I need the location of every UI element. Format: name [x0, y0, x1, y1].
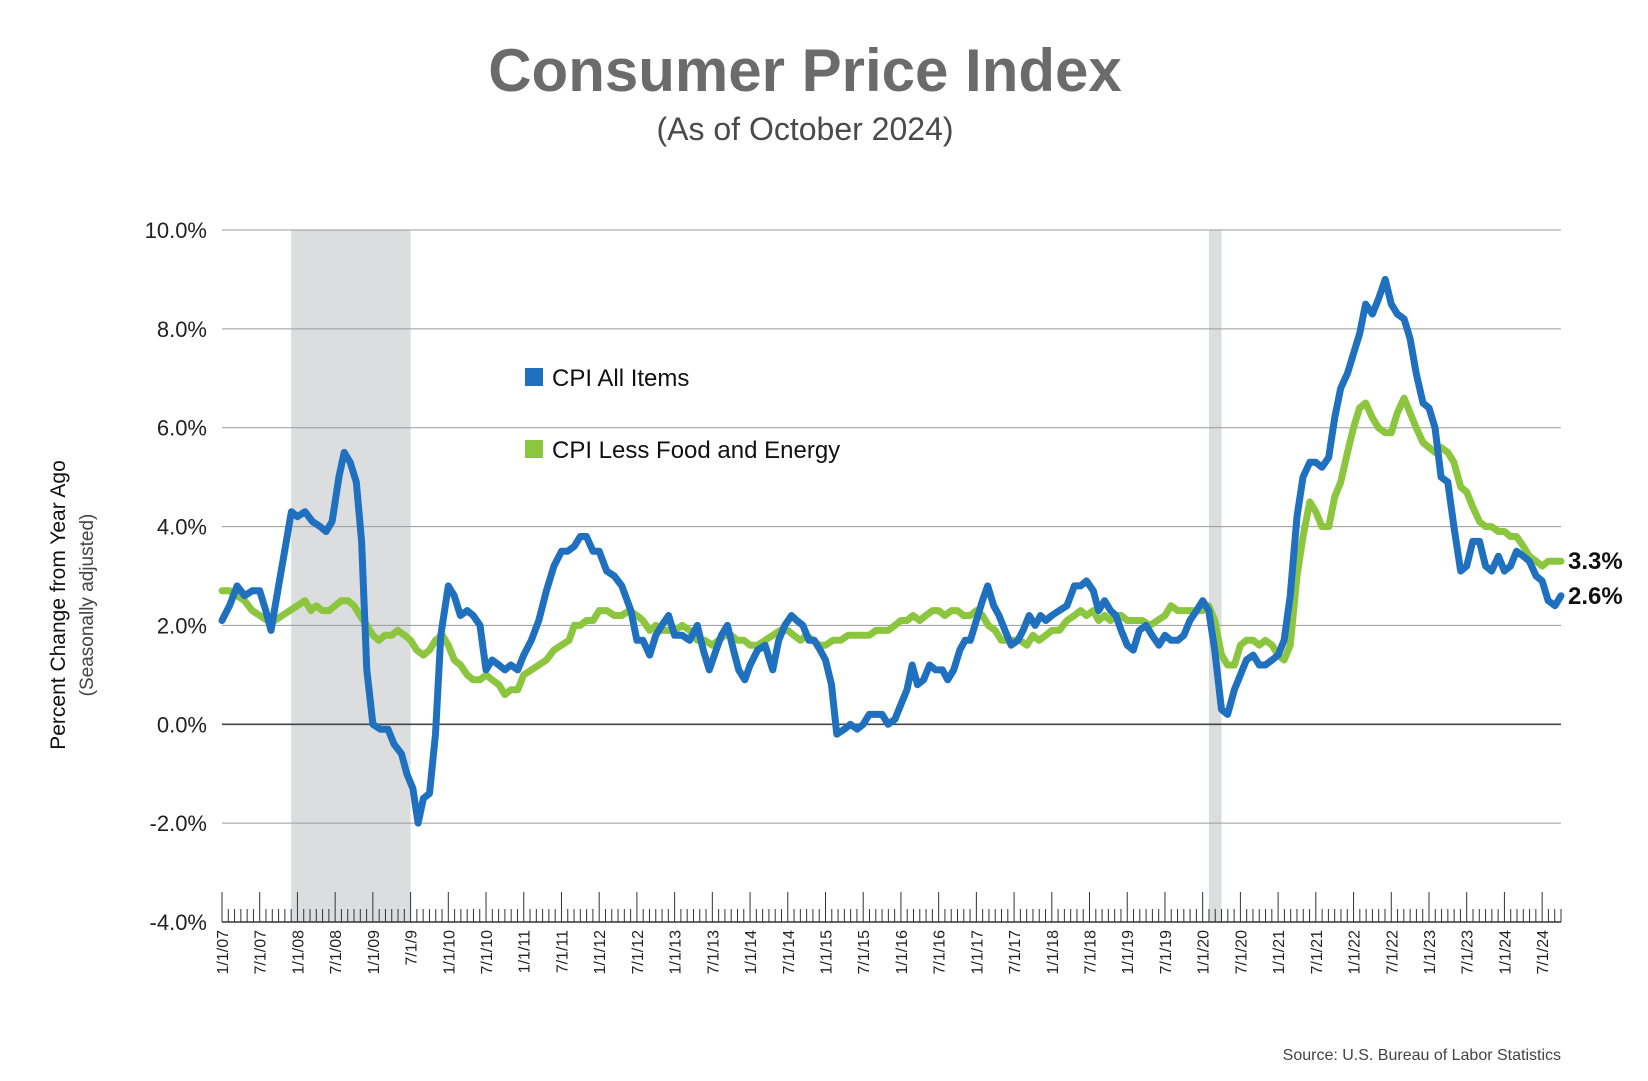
source-note: Source: U.S. Bureau of Labor Statistics	[1283, 1047, 1561, 1064]
x-axis: 1/1/07 7/1/07 1/1/08 7/1/08 1/1/09 7/1/9 1/1/1…	[215, 892, 1562, 975]
x-tick-label: 7/1/9	[404, 930, 421, 966]
x-tick-label: 1/1/11	[517, 930, 534, 973]
recession-band-0	[291, 230, 411, 922]
x-tick-label: 1/1/21	[1271, 930, 1288, 975]
x-tick-label: 7/1/18	[1083, 930, 1100, 975]
x-tick-label: 1/1/14	[743, 930, 760, 975]
x-tick-label: 1/1/22	[1347, 930, 1364, 975]
y-tick-label: 4.0%	[157, 515, 207, 540]
x-tick-label: 7/1/11	[554, 930, 571, 973]
y-tick-label: 10.0%	[145, 218, 207, 243]
y-tick-label: 0.0%	[157, 712, 207, 737]
y-axis-sublabel: (Seasonally adjusted)	[77, 514, 98, 697]
x-tick-label: 1/1/15	[818, 930, 835, 975]
x-tick-label: 7/1/15	[856, 930, 873, 975]
end-label-core: 3.3%	[1568, 548, 1623, 575]
x-tick-label: 7/1/16	[932, 930, 949, 975]
x-tick-label: 1/1/13	[668, 930, 685, 975]
x-tick-label: 7/1/21	[1309, 930, 1326, 975]
chart-title: Consumer Price Index	[488, 37, 1122, 104]
x-tick-label: 7/1/12	[630, 930, 647, 975]
y-tick-label: 8.0%	[157, 317, 207, 342]
x-tick-label: 1/1/18	[1045, 930, 1062, 975]
recession-band-1	[1208, 230, 1222, 922]
x-tick-label: 1/1/12	[592, 930, 609, 975]
end-label-all-items: 2.6%	[1568, 583, 1623, 610]
y-axis-ticks: 10.0% 8.0% 6.0% 4.0% 2.0% 0.0% -2.0% -4.0%	[145, 218, 207, 935]
chart-subtitle: (As of October 2024)	[656, 111, 953, 147]
legend-label-core: CPI Less Food and Energy	[552, 437, 840, 464]
legend-swatch-core	[525, 440, 543, 458]
x-tick-label: 7/1/19	[1158, 930, 1175, 975]
x-tick-label: 1/1/17	[969, 930, 986, 975]
series-line-cpi-all-items	[218, 275, 1565, 827]
series-line-cpi-core	[218, 394, 1565, 699]
x-tick-label: 1/1/09	[366, 930, 383, 975]
y-axis-label: Percent Change from Year Ago	[47, 460, 70, 750]
x-tick-label: 7/1/24	[1535, 930, 1552, 975]
x-tick-label: 1/1/08	[290, 930, 307, 975]
x-tick-label: 7/1/14	[781, 930, 798, 975]
y-tick-label: 2.0%	[157, 613, 207, 638]
x-tick-label: 1/1/19	[1120, 930, 1137, 975]
x-tick-label: 7/1/20	[1233, 930, 1250, 975]
recession-shading	[291, 230, 1222, 922]
y-tick-label: 6.0%	[157, 416, 207, 441]
y-tick-label: -4.0%	[150, 910, 207, 935]
series-lines	[218, 275, 1565, 827]
x-tick-label: 1/1/23	[1422, 930, 1439, 975]
x-tick-label: 7/1/22	[1384, 930, 1401, 975]
legend-label-all-items: CPI All Items	[552, 365, 689, 392]
x-tick-label: 1/1/16	[894, 930, 911, 975]
x-tick-label: 1/1/07	[215, 930, 232, 975]
x-tick-label: 7/1/23	[1460, 930, 1477, 975]
legend-swatch-all-items	[525, 368, 543, 386]
x-tick-label: 7/1/07	[253, 930, 270, 975]
x-tick-label: 7/1/17	[1007, 930, 1024, 975]
x-tick-label: 1/1/24	[1497, 930, 1514, 975]
x-tick-label: 7/1/13	[705, 930, 722, 975]
x-tick-label: 7/1/10	[479, 930, 496, 975]
x-tick-label: 7/1/08	[328, 930, 345, 975]
x-tick-label: 1/1/10	[441, 930, 458, 975]
legend: CPI All Items CPI Less Food and Energy	[525, 365, 840, 464]
x-tick-label: 1/1/20	[1196, 930, 1213, 975]
y-tick-label: -2.0%	[150, 811, 207, 836]
